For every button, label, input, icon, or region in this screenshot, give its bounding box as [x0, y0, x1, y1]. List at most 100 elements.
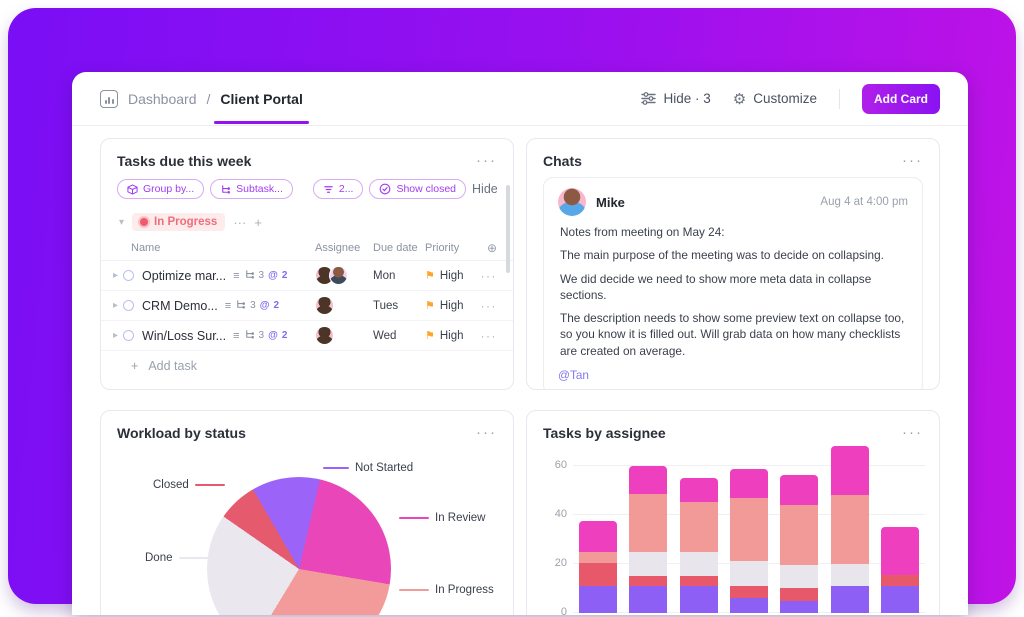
- status-dot-icon: [140, 218, 149, 226]
- filter-chip-subtask-[interactable]: Subtask...: [210, 179, 293, 199]
- pie-label-done: Done: [145, 552, 217, 564]
- breadcrumb-dashboard[interactable]: Dashboard: [128, 90, 197, 107]
- row-expand-icon[interactable]: ▸: [113, 330, 119, 341]
- chat-paragraph: We did decide we need to show more meta …: [560, 271, 872, 302]
- chat-message[interactable]: Mike Aug 4 at 4:00 pm Notes from meeting…: [543, 177, 923, 389]
- tasks-panel-menu-icon[interactable]: ···: [476, 152, 497, 169]
- bar-segment-in-review: [629, 465, 668, 494]
- assignee-panel: Tasks by assignee ··· 0 20 40 60: [526, 410, 940, 615]
- mention-count: 2: [273, 300, 280, 311]
- pie-chart[interactable]: [207, 477, 391, 615]
- panel-scrollbar[interactable]: [506, 185, 510, 273]
- dashboard-chart-icon: [100, 89, 118, 108]
- avatar: [315, 296, 334, 315]
- priority-cell[interactable]: ⚑ High: [425, 329, 464, 343]
- filter-chip-group-by-[interactable]: Group by...: [117, 179, 205, 199]
- add-card-button[interactable]: Add Card: [862, 83, 940, 114]
- bar-segment-in-progress: [579, 551, 617, 563]
- y-tick-label: 60: [554, 458, 567, 471]
- breadcrumb-client-portal[interactable]: Client Portal: [214, 90, 310, 124]
- workload-panel-title: Workload by status: [117, 425, 246, 441]
- group-add-icon[interactable]: +: [254, 214, 262, 230]
- task-status-icon[interactable]: [123, 330, 135, 341]
- assignee-panel-menu-icon[interactable]: ···: [902, 424, 923, 441]
- assignee-cell[interactable]: [315, 326, 373, 345]
- pie-label-closed: Closed: [153, 479, 225, 491]
- priority-flag-icon: ⚑: [425, 330, 435, 342]
- card-grid: Tasks due this week ··· Group by... Subta…: [72, 126, 968, 615]
- column-priority[interactable]: Priority: [425, 242, 460, 254]
- bar-segment-done: [780, 565, 819, 589]
- avatar: [315, 326, 334, 345]
- row-menu-icon[interactable]: ···: [480, 298, 497, 313]
- bar-segment-closed: [579, 562, 617, 586]
- group-menu-icon[interactable]: ···: [233, 214, 247, 230]
- workload-panel-menu-icon[interactable]: ···: [476, 424, 497, 441]
- task-status-icon[interactable]: [123, 270, 135, 281]
- subtask-count: 3: [250, 300, 256, 311]
- table-row[interactable]: ▸ Optimize mar... ≡ 3 @2 Mon ⚑ High ···: [101, 261, 513, 291]
- due-date-cell[interactable]: Mon: [373, 269, 396, 282]
- status-badge[interactable]: In Progress: [132, 213, 226, 231]
- column-name[interactable]: Name: [131, 242, 161, 254]
- column-assignee[interactable]: Assignee: [315, 242, 361, 254]
- chats-panel-menu-icon[interactable]: ···: [902, 152, 923, 169]
- task-name[interactable]: Optimize mar...: [142, 268, 227, 283]
- task-meta: ≡ 3 @2: [225, 299, 315, 313]
- hide-column-link[interactable]: Hide: [472, 182, 498, 196]
- leader-line: [323, 467, 349, 469]
- priority-cell[interactable]: ⚑ High: [425, 299, 464, 313]
- table-row[interactable]: ▸ Win/Loss Sur... ≡ 3 @2 Wed ⚑ High ···: [101, 321, 513, 351]
- bar-segment-done: [629, 551, 668, 577]
- assignee-cell[interactable]: [315, 266, 373, 285]
- bar-segment-not-started: [629, 585, 668, 613]
- priority-cell[interactable]: ⚑ High: [425, 269, 464, 283]
- filter-chip-2-[interactable]: 2...: [312, 179, 364, 199]
- stacked-bar[interactable]: [830, 445, 869, 613]
- customize-button[interactable]: ⚙ Customize: [732, 90, 817, 108]
- bar-segment-not-started: [579, 585, 617, 613]
- assignee-cell[interactable]: [315, 296, 373, 315]
- chat-timestamp: Aug 4 at 4:00 pm: [820, 196, 908, 208]
- mention-count: 2: [281, 270, 288, 281]
- row-menu-icon[interactable]: ···: [480, 268, 497, 283]
- stacked-bar[interactable]: [679, 477, 718, 613]
- column-due-date[interactable]: Due date: [373, 242, 418, 254]
- row-menu-icon[interactable]: ···: [480, 328, 497, 343]
- stacked-bar[interactable]: [780, 475, 819, 613]
- stacked-bar[interactable]: [880, 527, 919, 613]
- row-expand-icon[interactable]: ▸: [113, 300, 119, 311]
- divider: [839, 88, 840, 109]
- bar-segment-in-progress: [780, 504, 819, 566]
- collapse-caret-icon[interactable]: ▾: [119, 216, 125, 228]
- stacked-bar[interactable]: [629, 465, 668, 613]
- hide-toggle[interactable]: Hide · 3: [641, 91, 711, 106]
- task-name[interactable]: Win/Loss Sur...: [142, 328, 227, 343]
- avatar: [315, 266, 334, 285]
- task-status-icon[interactable]: [123, 300, 135, 311]
- priority-flag-icon: ⚑: [425, 300, 435, 312]
- add-task-button[interactable]: + Add task: [131, 359, 197, 373]
- bar-segment-closed: [629, 576, 668, 586]
- task-name[interactable]: CRM Demo...: [142, 298, 218, 313]
- due-date-cell[interactable]: Tues: [373, 299, 399, 312]
- mention-link[interactable]: @Tan: [558, 367, 589, 382]
- stacked-bar[interactable]: [729, 469, 768, 613]
- bar-segment-in-review: [780, 475, 819, 505]
- add-column-icon[interactable]: ⊕: [486, 241, 497, 255]
- filter-chip-show-closed[interactable]: Show closed: [369, 179, 467, 199]
- bar-segment-not-started: [830, 585, 869, 613]
- row-expand-icon[interactable]: ▸: [113, 270, 119, 281]
- due-date-cell[interactable]: Wed: [373, 329, 397, 342]
- assignee-panel-title: Tasks by assignee: [543, 425, 666, 441]
- task-meta: ≡ 3 @2: [233, 329, 315, 343]
- bar-segment-in-progress: [629, 493, 668, 552]
- sliders-icon: [641, 92, 657, 105]
- avatar: [329, 266, 348, 285]
- bar-segment-done: [830, 563, 869, 586]
- stacked-bar[interactable]: [579, 520, 617, 613]
- table-row[interactable]: ▸ CRM Demo... ≡ 3 @2 Tues ⚑ High ···: [101, 291, 513, 321]
- status-group-row: ▾ In Progress ··· +: [101, 207, 513, 237]
- tasks-panel: Tasks due this week ··· Group by... Subta…: [100, 138, 514, 390]
- bar-segment-in-progress: [830, 495, 869, 564]
